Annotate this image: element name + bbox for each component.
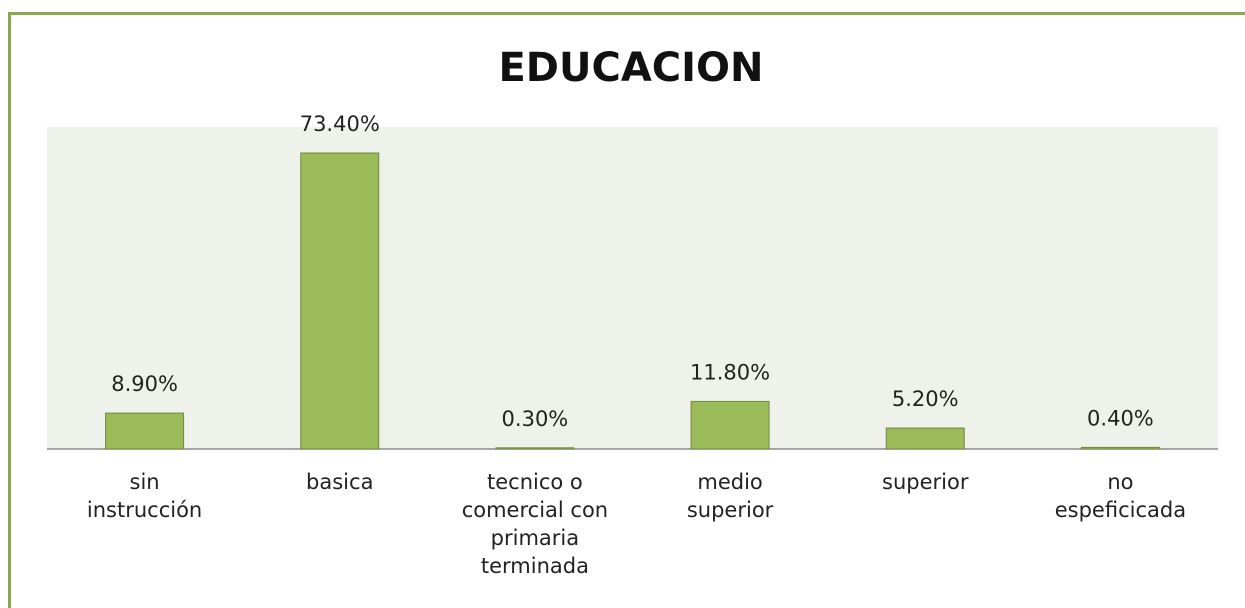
data-label: 5.20% xyxy=(892,387,959,411)
bar xyxy=(690,400,770,450)
data-label: 0.30% xyxy=(502,407,569,431)
bar xyxy=(885,427,965,450)
data-label: 73.40% xyxy=(300,112,380,136)
bar xyxy=(300,152,380,450)
bar xyxy=(105,412,185,450)
x-tick-label: superior xyxy=(882,470,969,494)
x-tick-label: medio superior xyxy=(686,470,774,522)
x-tick-label: tecnico o comercial con primaria termina… xyxy=(461,470,609,578)
bar xyxy=(495,447,575,450)
x-tick-label: no espeficicada xyxy=(1054,470,1187,522)
chart-title: EDUCACION xyxy=(498,45,763,91)
data-label: 0.40% xyxy=(1087,406,1154,430)
plot-area xyxy=(47,127,1218,449)
x-tick-label: basica xyxy=(306,470,374,494)
bar xyxy=(1080,446,1160,450)
chart-frame xyxy=(8,12,1245,608)
data-label: 11.80% xyxy=(690,360,770,384)
x-tick-label: sin instrucción xyxy=(86,470,203,522)
data-label: 8.90% xyxy=(111,372,178,396)
